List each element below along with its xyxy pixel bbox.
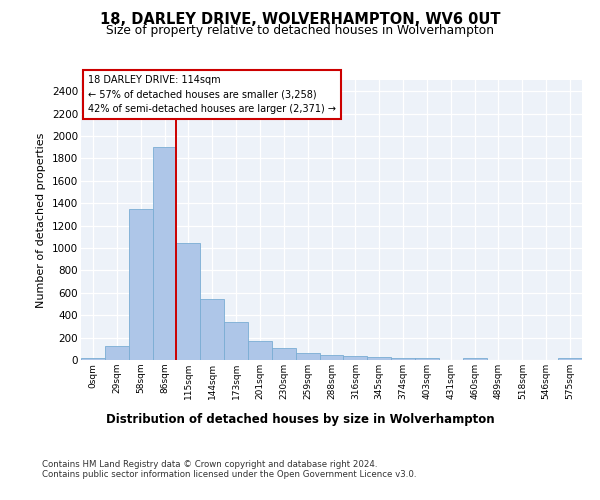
Bar: [558, 358, 582, 360]
Text: Size of property relative to detached houses in Wolverhampton: Size of property relative to detached ho…: [106, 24, 494, 37]
Text: Distribution of detached houses by size in Wolverhampton: Distribution of detached houses by size …: [106, 412, 494, 426]
Bar: [296, 352, 320, 360]
Bar: [152, 147, 176, 360]
Bar: [367, 357, 391, 360]
Bar: [343, 356, 367, 360]
Bar: [320, 356, 343, 360]
Y-axis label: Number of detached properties: Number of detached properties: [37, 132, 46, 308]
Bar: [176, 243, 200, 360]
Bar: [224, 322, 248, 360]
Text: Contains HM Land Registry data © Crown copyright and database right 2024.: Contains HM Land Registry data © Crown c…: [42, 460, 377, 469]
Bar: [272, 348, 296, 360]
Bar: [81, 358, 105, 360]
Bar: [200, 299, 224, 360]
Bar: [391, 358, 415, 360]
Bar: [105, 346, 129, 360]
Text: 18, DARLEY DRIVE, WOLVERHAMPTON, WV6 0UT: 18, DARLEY DRIVE, WOLVERHAMPTON, WV6 0UT: [100, 12, 500, 28]
Bar: [248, 341, 272, 360]
Text: Contains public sector information licensed under the Open Government Licence v3: Contains public sector information licen…: [42, 470, 416, 479]
Text: 18 DARLEY DRIVE: 114sqm
← 57% of detached houses are smaller (3,258)
42% of semi: 18 DARLEY DRIVE: 114sqm ← 57% of detache…: [88, 75, 335, 114]
Bar: [463, 358, 487, 360]
Bar: [415, 358, 439, 360]
Bar: [129, 210, 152, 360]
